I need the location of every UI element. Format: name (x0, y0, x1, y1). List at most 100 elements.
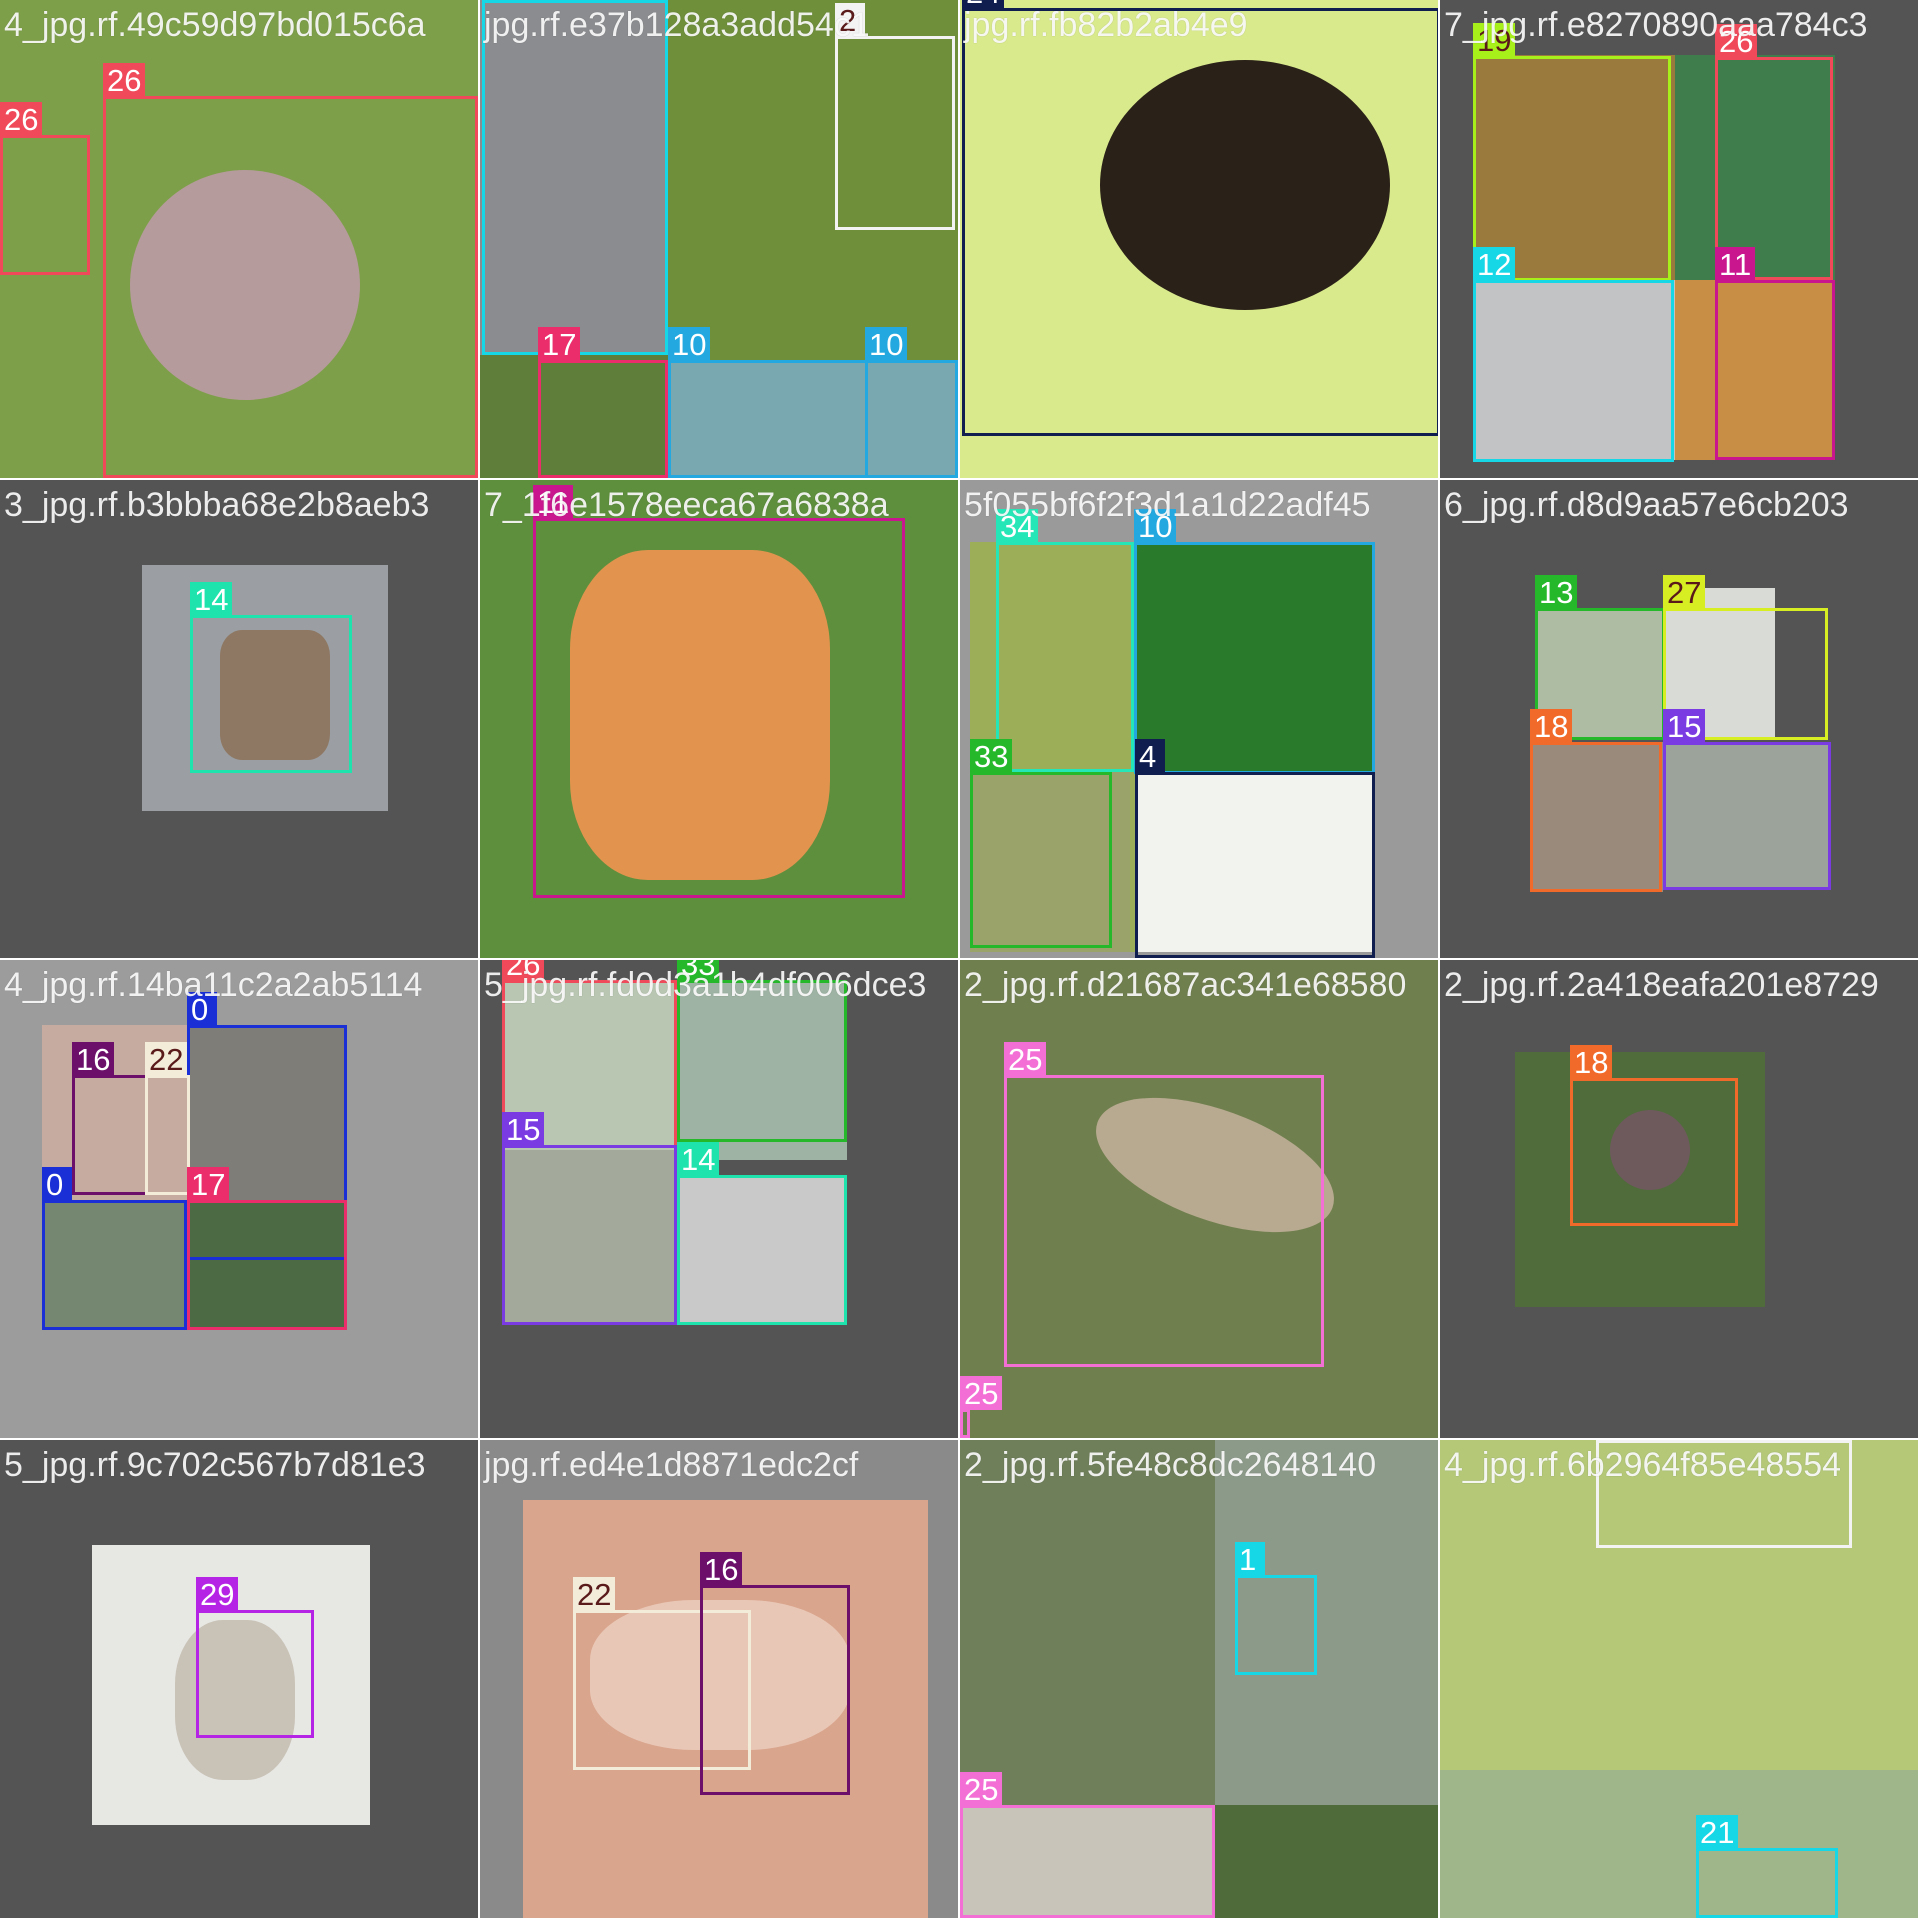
insect-photo (668, 0, 958, 360)
bbox-label: 19 (1473, 23, 1516, 58)
bbox-label: 18 (1530, 709, 1573, 744)
insect-photo (502, 1150, 677, 1325)
bbox: 25 (1004, 1042, 1324, 1367)
bbox-label: 25 (960, 1376, 1003, 1411)
bbox: 26 (0, 102, 90, 275)
tile-11: 25 25 2_jpg.rf.d21687ac341e68580 (960, 960, 1438, 1438)
bbox-label: 4 (1135, 739, 1165, 774)
bbox-label: 1 (1235, 1542, 1265, 1577)
insect-photo (175, 1620, 295, 1780)
bbox-label: 26 (0, 102, 43, 137)
bbox-label: 25 (960, 1772, 1003, 1807)
bbox-label: 24 (962, 0, 1005, 10)
bbox: 12 (1473, 247, 1674, 462)
bbox: 24 (962, 0, 1438, 436)
tile-caption: 2_jpg.rf.2a418eafa201e8729 (1444, 966, 1879, 1004)
bbox: 2 (835, 3, 955, 230)
bbox: 33 (970, 739, 1112, 948)
insect-photo (1440, 1440, 1918, 1770)
tile-caption: 4_jpg.rf.49c59d97bd015c6a (4, 6, 426, 44)
insect-photo (1663, 742, 1828, 890)
insect-photo (1610, 1110, 1690, 1190)
bbox-label: 10 (1134, 509, 1177, 544)
bbox: 25 (960, 1376, 1003, 1438)
bbox: 18 (1570, 1045, 1738, 1226)
insect-photo (130, 170, 360, 400)
bbox-label: 14 (677, 1142, 720, 1177)
tile-7: 34 10 33 4 5f055bf6f2f3d1a1d22adf45 (960, 480, 1438, 958)
bbox-label: 12 (1473, 247, 1516, 282)
tile-caption: 4_jpg.rf.6b2964f85e48554 (1444, 1446, 1842, 1484)
bbox: 11 (533, 485, 905, 898)
tile-caption: jpg.rf.fb82b2ab4e9 (964, 6, 1248, 44)
tile-4: 19 26 12 11 7_jpg.rf.e8270890aaa784c3 (1440, 0, 1918, 478)
tile-caption: 6_jpg.rf.d8d9aa57e6cb203 (1444, 486, 1849, 524)
bbox-label: 18 (1570, 1045, 1613, 1080)
insect-photo (42, 1200, 187, 1330)
insect-photo (187, 1200, 347, 1330)
bbox: 18 (1530, 709, 1662, 892)
insect-photo (1135, 772, 1375, 952)
bbox: 15 (1663, 709, 1831, 890)
bbox-label: 14 (190, 582, 233, 617)
tile-16: 2 21 4_jpg.rf.6b2964f85e48554 (1440, 1440, 1918, 1918)
bbox: 21 (1696, 1815, 1838, 1918)
tile-14: 22 16 jpg.rf.ed4e1d8871edc2cf (480, 1440, 958, 1918)
bbox-label: 16 (700, 1552, 743, 1587)
bbox: 34 (996, 509, 1134, 772)
tile-2: 12 2 17 10 10 jpg.rf.e37b128a3add54c1 (480, 0, 958, 478)
bbox-label: 21 (1696, 1815, 1739, 1850)
bbox-label: 13 (1535, 575, 1578, 610)
bbox-label: 33 (677, 960, 720, 982)
bbox-label: 25 (1004, 1042, 1047, 1077)
bbox-label: 10 (668, 327, 711, 362)
tile-caption: 2_jpg.rf.5fe48c8dc2648140 (964, 1446, 1377, 1484)
tile-caption: 2_jpg.rf.d21687ac341e68580 (964, 966, 1407, 1004)
insect-photo (1475, 55, 1675, 280)
bbox-label: 26 (103, 63, 146, 98)
bbox-label: 29 (196, 1577, 239, 1612)
insect-photo (1675, 55, 1835, 280)
tile-10: 26 33 15 14 5_jpg.rf.fd0d3a1b4df006dce3 (480, 960, 958, 1438)
tile-8: 13 27 18 15 6_jpg.rf.d8d9aa57e6cb203 (1440, 480, 1918, 958)
bbox: 0 (42, 1167, 187, 1330)
insect-photo (677, 980, 847, 1160)
bbox: 16 (700, 1552, 850, 1795)
tile-12: 18 2_jpg.rf.2a418eafa201e8729 (1440, 960, 1918, 1438)
bbox-label: 17 (187, 1167, 230, 1202)
bbox: 10 (668, 327, 868, 478)
tile-caption: 7_1f6e1578eeca67a6838a (484, 486, 889, 524)
tile-1: 26 26 4_jpg.rf.49c59d97bd015c6a (0, 0, 478, 478)
tile-caption: jpg.rf.e37b128a3add54c1 (484, 6, 870, 44)
bbox: 17 (538, 327, 668, 478)
bbox-label: 16 (72, 1042, 115, 1077)
insect-photo (970, 772, 1130, 952)
insect-photo (668, 360, 958, 478)
insect-photo (590, 1600, 850, 1750)
bbox-label: 22 (573, 1577, 616, 1612)
bbox-label: 2 (835, 3, 865, 38)
bbox-label: 10 (865, 327, 908, 362)
bbox: 25 (960, 1772, 1215, 1918)
bbox-label: 0 (187, 992, 217, 1027)
bbox-label: 15 (502, 1112, 545, 1147)
bbox: 17 (187, 1167, 347, 1330)
insect-photo (960, 1440, 1215, 1805)
insect-photo (960, 1805, 1215, 1918)
bbox: 14 (677, 1142, 847, 1325)
bbox: 27 (1663, 575, 1828, 740)
bbox-label: 27 (1663, 575, 1706, 610)
bbox: 12 (482, 0, 668, 355)
bbox: 22 (145, 1042, 190, 1195)
bbox: 29 (196, 1577, 314, 1738)
bbox-label: 0 (42, 1167, 72, 1202)
tile-caption: jpg.rf.ed4e1d8871edc2cf (484, 1446, 859, 1484)
bbox: 1 (1235, 1542, 1317, 1675)
insect-photo (1100, 60, 1390, 310)
tile-caption: 3_jpg.rf.b3bbba68e2b8aeb3 (4, 486, 430, 524)
insect-photo (1135, 542, 1375, 772)
insect-photo (1675, 280, 1835, 460)
bbox-label: 26 (1715, 24, 1758, 59)
insect-photo (677, 1175, 847, 1325)
